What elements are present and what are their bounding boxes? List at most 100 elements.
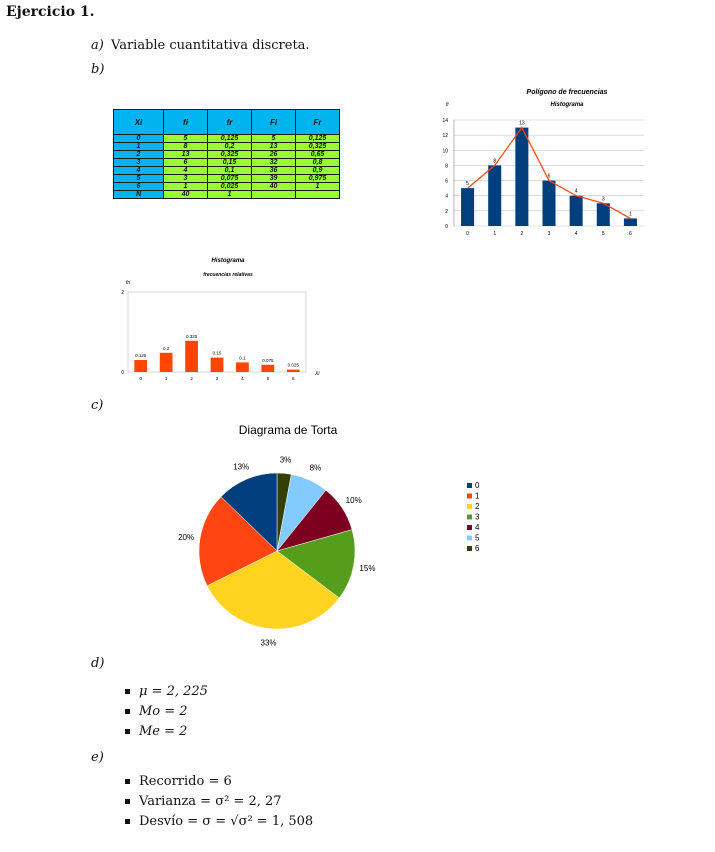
- x-axis-label: Xi: [314, 371, 320, 377]
- data-label: 0.025: [288, 363, 300, 368]
- page-title: Ejercicio 1.: [6, 4, 95, 20]
- item-e-label: e): [91, 750, 104, 765]
- table-cell: 6: [163, 158, 208, 167]
- slice-label: 10%: [346, 496, 362, 505]
- item-c-label: c): [91, 398, 104, 413]
- table-cell: 1: [113, 142, 164, 151]
- pie-chart: Diagrama de Torta 3% 8% 10% 15% 33% 20% 13% 0 1…: [178, 423, 480, 648]
- y-tick-label: 14: [442, 118, 448, 124]
- x-tick-label: 2: [520, 231, 523, 237]
- table-cell: 13: [251, 142, 296, 151]
- x-tick-label: 5: [602, 231, 605, 237]
- table-cell: 0,9: [295, 166, 340, 175]
- table-cell: 3: [113, 158, 164, 167]
- table-header-cell: Xi: [113, 109, 164, 135]
- y-tick-label: 10: [442, 148, 448, 154]
- x-tick-label: 0: [466, 231, 469, 237]
- y-axis-label: fi: [446, 102, 449, 108]
- x-tick-label: 4: [575, 231, 578, 237]
- table-cell: N: [113, 190, 164, 199]
- table-header-cell: fi: [163, 109, 208, 135]
- bar: [623, 218, 637, 226]
- bar: [134, 360, 148, 372]
- legend-swatch: [467, 504, 472, 509]
- table-cell: 5: [251, 134, 296, 143]
- x-tick-label: 6: [292, 376, 295, 381]
- data-label: 8: [493, 158, 496, 164]
- data-label: 0.15: [213, 351, 222, 356]
- legend-swatch: [467, 514, 472, 520]
- chart-subtitle: Histograma: [550, 102, 584, 108]
- table-cell: 0,975: [295, 174, 340, 183]
- y-tick-label: 2: [445, 209, 448, 215]
- table-cell: 1: [295, 182, 340, 191]
- table-cell: [295, 190, 340, 199]
- data-label: 0.1: [239, 355, 246, 360]
- data-label: 5: [466, 181, 469, 187]
- list-item: Varianza = σ² = 2, 27: [125, 792, 313, 812]
- list-item: μ = 2, 225: [125, 682, 208, 702]
- table-cell: 39: [251, 174, 296, 183]
- table-cell: 0,2: [207, 142, 252, 151]
- chart-subtitle: frecuencias relativas: [203, 272, 253, 278]
- x-tick-label: 5: [267, 376, 270, 381]
- x-tick-label: 0: [139, 376, 142, 381]
- bar: [488, 165, 502, 226]
- data-label: 0.125: [135, 353, 147, 358]
- legend-label: 2: [475, 502, 480, 511]
- list-item: Mo = 2: [125, 702, 208, 722]
- y-tick-label: 12: [442, 133, 448, 139]
- table-cell: 0: [113, 134, 164, 143]
- bar: [185, 340, 198, 372]
- table-cell: 4: [163, 166, 208, 175]
- x-tick-label: 6: [629, 231, 632, 237]
- slice-label: 3%: [280, 455, 292, 464]
- x-tick-label: 1: [493, 231, 496, 237]
- x-tick-label: 3: [548, 231, 551, 237]
- table-cell: 5: [113, 174, 164, 183]
- legend-swatch: [467, 546, 472, 551]
- slice-label: 13%: [233, 462, 249, 471]
- x-tick-label: 3: [216, 376, 219, 381]
- table-cell: 40: [251, 182, 296, 191]
- table-cell: 0,125: [207, 134, 252, 143]
- bar: [515, 127, 529, 226]
- table-cell: 5: [163, 134, 208, 143]
- bullet-icon: [125, 819, 130, 824]
- bar: [461, 188, 475, 226]
- y-tick-label: 0: [445, 224, 448, 230]
- table-header-cell: fr: [207, 109, 252, 135]
- data-label: 6: [548, 174, 551, 180]
- bar: [159, 352, 173, 372]
- frequency-polygon-chart: Polígono de frecuencias Histograma fi 0 2…: [442, 89, 644, 237]
- bar: [261, 364, 275, 372]
- pie-slice: [198, 496, 278, 587]
- table-cell: 0,325: [207, 150, 252, 159]
- legend-label: 3: [475, 513, 480, 522]
- y-tick-label: 8: [445, 163, 448, 169]
- table-header-cell: Fi: [251, 109, 296, 135]
- chart-title: Diagrama de Torta: [239, 423, 338, 437]
- bar: [236, 362, 249, 372]
- table-cell: 0,15: [207, 158, 252, 167]
- slice-label: 33%: [261, 639, 277, 648]
- x-tick-label: 4: [241, 376, 244, 381]
- legend-swatch: [467, 525, 472, 530]
- bullet-icon: [125, 799, 130, 804]
- legend-label: 4: [475, 523, 480, 532]
- item-a-text: Variable cuantitativa discreta.: [111, 38, 310, 53]
- table-cell: 6: [113, 182, 164, 191]
- table-cell: [251, 190, 296, 199]
- legend-swatch: [467, 535, 472, 541]
- bar: [596, 203, 610, 226]
- table-row: 5 3 0,075 39 0,975: [113, 174, 340, 183]
- table-cell: 0,8: [295, 158, 340, 167]
- bullet-icon: [125, 729, 130, 734]
- table-cell: 1: [163, 182, 208, 191]
- pie-slice: [276, 529, 356, 599]
- legend-label: 5: [475, 534, 480, 543]
- y-axis-label: fri: [126, 280, 131, 286]
- table-row: 2 13 0,325 26 0,65: [113, 150, 340, 159]
- y-tick-label: 2: [121, 290, 124, 296]
- data-label: 3: [602, 196, 605, 202]
